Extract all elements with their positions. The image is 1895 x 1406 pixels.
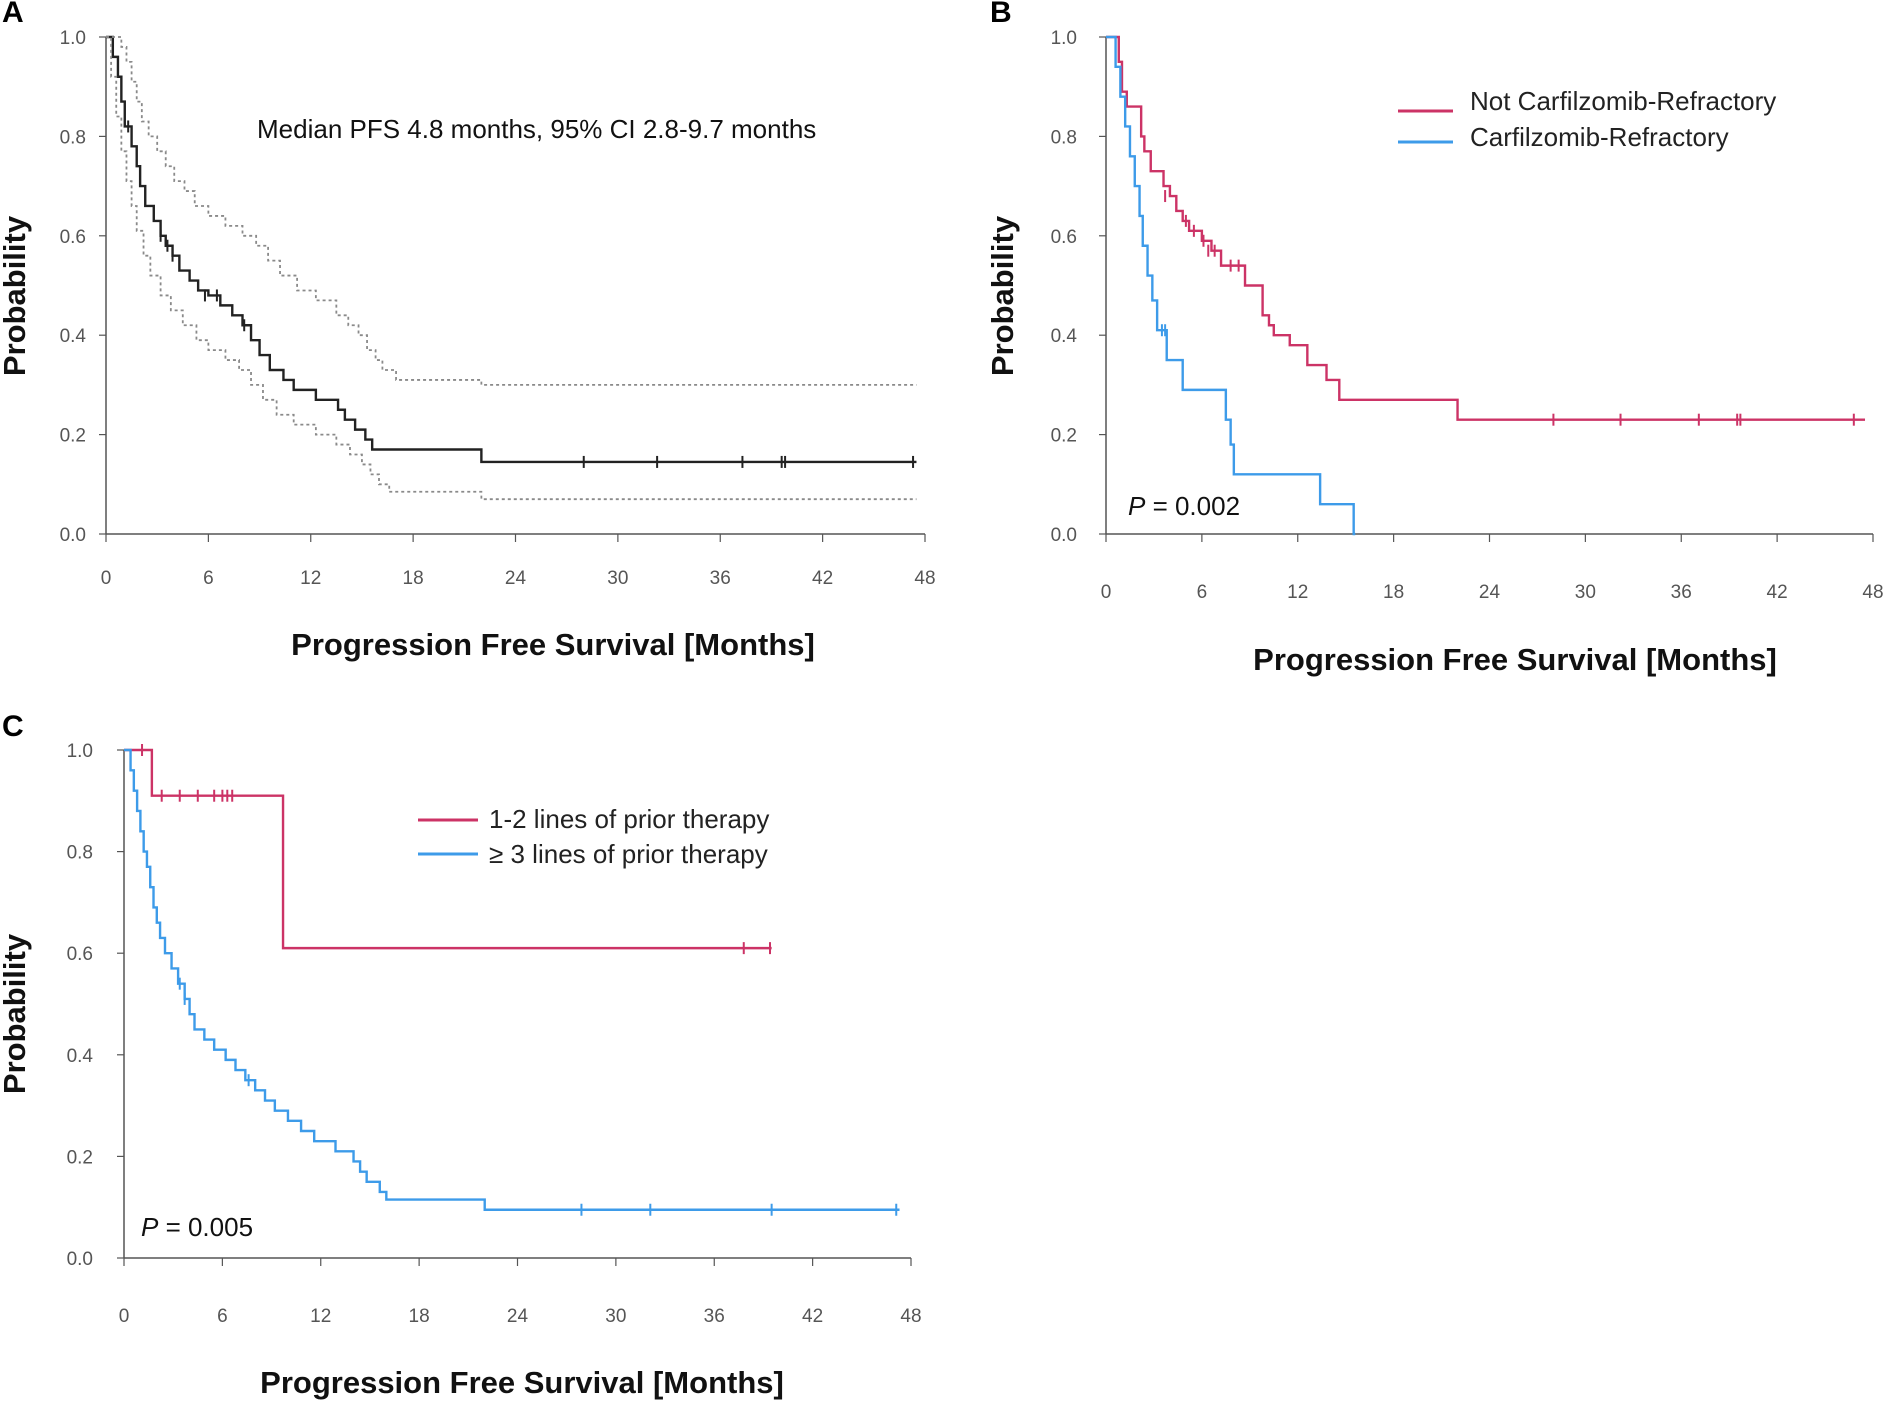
panel-b-plot-area: 0 6 12 18 24 30 36 42 48 0.0 0.2 0.4 0.6 0.8 1.0: [1051, 28, 1884, 603]
panel-a-y-tick-label: 0.0: [60, 525, 86, 546]
legend-label-1-2-lines: 1-2 lines of prior therapy: [489, 804, 769, 834]
panel-a-curve-95-ci-upper: [106, 36, 917, 386]
panel-c-x-tick-label: 18: [409, 1306, 430, 1327]
panel-b-p-value: P = 0.002: [1128, 491, 1240, 521]
panel-a-y-tick-label: 0.6: [60, 227, 86, 248]
panel-a-x-tick-label: 48: [914, 568, 935, 589]
panel-b-y-tick-label: 1.0: [1051, 28, 1077, 49]
panel-c-plot-area: 0 6 12 18 24 30 36 42 48 0.0 0.2 0.4 0.6 0.8 1.0: [67, 741, 922, 1327]
panel-b-y-axis-title: Probability: [985, 215, 1020, 376]
panel-c-x-axis-title: Progression Free Survival [Months]: [260, 1365, 784, 1400]
panel-b-y-tick-label: 0.2: [1051, 426, 1077, 447]
panel-b-x-tick-label: 30: [1575, 582, 1596, 603]
panel-b-letter: B: [990, 0, 1012, 29]
panel-b-p-text: = 0.002: [1145, 491, 1240, 521]
panel-c-y-tick-label: 0.8: [67, 843, 93, 864]
panel-b: B 0 6 12 18 24 30 36 42 48 0.0 0.2 0.4 0.6 0.8 1.0 Not…: [985, 0, 1884, 677]
panel-a-x-tick-label: 30: [607, 568, 628, 589]
panel-a-x-tick-label: 0: [101, 568, 112, 589]
panel-c-p-text: = 0.005: [158, 1212, 253, 1242]
panel-b-y-tick-label: 0.4: [1051, 326, 1078, 347]
panel-a-y-tick-label: 0.8: [60, 127, 86, 148]
panel-c-letter: C: [2, 710, 24, 743]
panel-c-x-tick-label: 30: [605, 1306, 626, 1327]
panel-b-x-tick-label: 42: [1767, 582, 1788, 603]
panel-b-x-tick-label: 24: [1479, 582, 1501, 603]
panel-c-x-tick-label: 24: [507, 1306, 529, 1327]
panel-c-y-axis-title: Probability: [0, 933, 32, 1094]
panel-a: A 0 6 12 18 24 30 36 42 48 0.0 0.2 0.4 0.6 0.8 1.0 Med…: [0, 0, 936, 662]
panel-a-x-tick-label: 36: [710, 568, 731, 589]
legend-label-not-refractory: Not Carfilzomib-Refractory: [1470, 86, 1776, 116]
panel-a-curve-95-ci-lower: [106, 36, 917, 501]
panel-b-x-tick-label: 48: [1862, 582, 1883, 603]
panel-b-x-tick-label: 18: [1383, 582, 1404, 603]
panel-c-y-tick-label: 0.4: [67, 1046, 94, 1067]
panel-b-x-axis-title: Progression Free Survival [Months]: [1253, 642, 1777, 677]
panel-a-y-tick-label: 0.4: [60, 326, 87, 347]
panel-a-x-axis-title: Progression Free Survival [Months]: [291, 627, 815, 662]
panel-c: C 0 6 12 18 24 30 36 42 48 0.0 0.2 0.4 0.6 0.8 1.0 1-2…: [0, 710, 922, 1400]
panel-b-x-tick-label: 36: [1671, 582, 1692, 603]
panel-a-x-tick-label: 18: [403, 568, 424, 589]
panel-c-x-tick-label: 12: [310, 1306, 331, 1327]
panel-b-y-tick-label: 0.8: [1051, 127, 1077, 148]
panel-c-x-tick-label: 36: [704, 1306, 725, 1327]
panel-a-x-tick-label: 24: [505, 568, 527, 589]
panel-a-median-annotation: Median PFS 4.8 months, 95% CI 2.8-9.7 mo…: [257, 114, 816, 144]
panel-b-y-tick-label: 0.0: [1051, 525, 1077, 546]
panel-a-x-tick-label: 12: [300, 568, 321, 589]
panel-b-p-symbol: P: [1128, 491, 1146, 521]
panel-c-x-tick-label: 0: [119, 1306, 130, 1327]
panel-a-curve-pfs: [106, 35, 917, 464]
panel-c-y-tick-label: 0.6: [67, 944, 93, 965]
panel-c-p-symbol: P: [141, 1212, 159, 1242]
panel-b-curve-not-carfilzomib-refractory: [1106, 35, 1866, 421]
panel-c-x-tick-label: 48: [900, 1306, 921, 1327]
panel-c-p-value: P = 0.005: [141, 1212, 253, 1242]
panel-a-plot-area: 0 6 12 18 24 30 36 42 48 0.0 0.2 0.4 0.6 0.8 1.0: [60, 28, 936, 589]
panel-c-x-tick-label: 42: [802, 1306, 823, 1327]
panel-a-y-tick-label: 0.2: [60, 426, 86, 447]
panel-c-y-tick-label: 0.2: [67, 1147, 93, 1168]
panel-c-y-tick-label: 1.0: [67, 741, 93, 762]
panel-a-y-tick-label: 1.0: [60, 28, 86, 49]
panel-a-x-tick-label: 6: [203, 568, 214, 589]
panel-c-y-tick-label: 0.0: [67, 1249, 93, 1270]
panel-a-letter: A: [2, 0, 24, 29]
panel-c-curve-3-lines-of-prior-therapy: [124, 748, 900, 1211]
legend-label-refractory: Carfilzomib-Refractory: [1470, 122, 1729, 152]
panel-a-y-axis-title: Probability: [0, 215, 32, 376]
panel-c-curve-1-2-lines-of-prior-therapy: [124, 748, 772, 950]
legend-label-3plus-lines: ≥ 3 lines of prior therapy: [489, 839, 768, 869]
panel-b-y-tick-label: 0.6: [1051, 227, 1077, 248]
panel-b-x-tick-label: 0: [1101, 582, 1112, 603]
panel-c-x-tick-label: 6: [217, 1306, 228, 1327]
panel-b-curve-carfilzomib-refractory: [1106, 35, 1356, 536]
panel-b-x-tick-label: 6: [1197, 582, 1208, 603]
panel-a-x-tick-label: 42: [812, 568, 833, 589]
panel-b-x-tick-label: 12: [1287, 582, 1308, 603]
